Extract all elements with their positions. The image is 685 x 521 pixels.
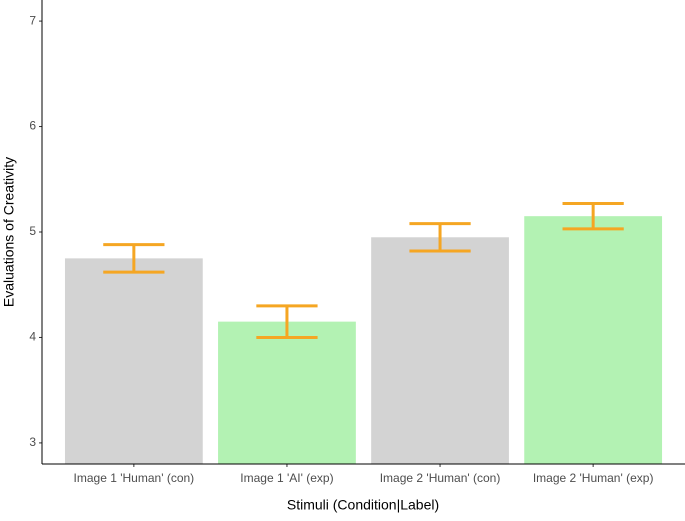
- y-tick-label: 5: [29, 224, 36, 238]
- error-bar-line: [256, 304, 318, 339]
- y-tick-label: 3: [29, 435, 36, 449]
- error-bar-line: [409, 222, 471, 253]
- x-tick-label: Image 1 'AI' (exp): [240, 471, 333, 485]
- x-axis-title: Stimuli (Condition|Label): [287, 497, 439, 513]
- bar: [524, 216, 663, 464]
- x-tick-label: Image 2 'Human' (con): [380, 471, 501, 485]
- bar: [371, 237, 509, 464]
- error-bar-line: [103, 243, 165, 274]
- y-tick-label: 7: [29, 13, 36, 27]
- y-tick-label: 6: [29, 119, 36, 133]
- y-axis-title: Evaluations of Creativity: [1, 157, 17, 307]
- error-bar-line: [562, 202, 624, 231]
- y-tick-label: 4: [29, 330, 36, 344]
- bar: [64, 258, 203, 464]
- x-tick-label: Image 2 'Human' (exp): [533, 471, 654, 485]
- x-tick-label: Image 1 'Human' (con): [74, 471, 195, 485]
- bar: [218, 321, 356, 464]
